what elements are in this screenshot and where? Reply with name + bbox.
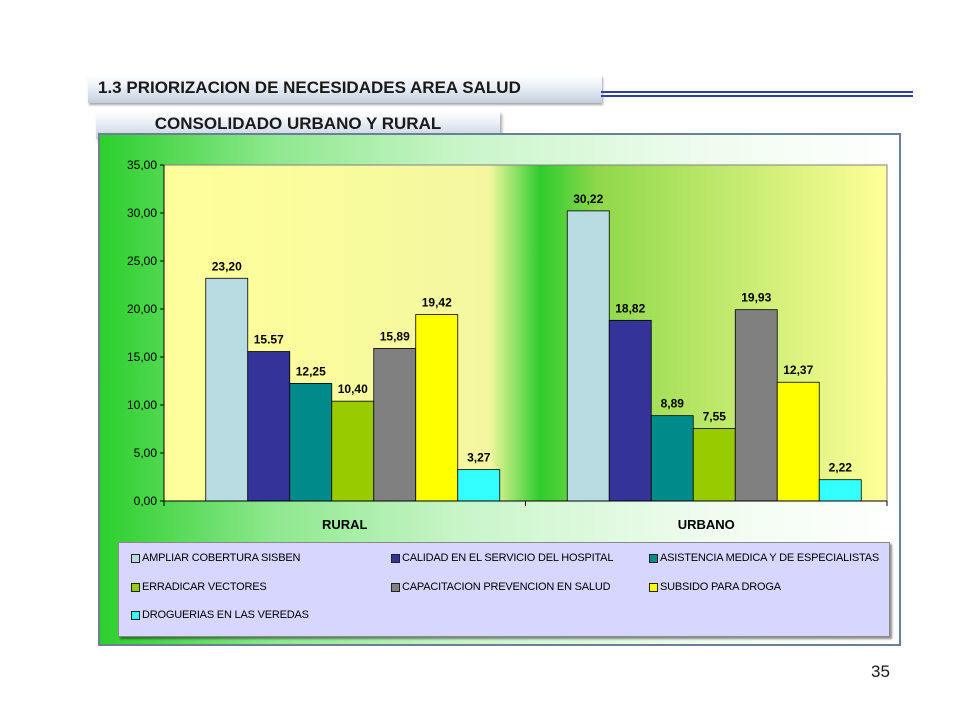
data-label: 15,89 xyxy=(380,329,410,343)
category-label: URBANO xyxy=(678,517,735,532)
bar xyxy=(818,479,862,502)
legend-swatch xyxy=(131,553,140,563)
legend-swatch xyxy=(131,610,140,620)
data-label: 12,25 xyxy=(296,364,326,378)
legend-swatch xyxy=(131,582,140,592)
legend-swatch xyxy=(649,553,658,563)
legend-item: ASISTENCIA MEDICA Y DE ESPECIALISTAS xyxy=(649,552,879,564)
bar xyxy=(331,400,375,502)
bar xyxy=(289,382,333,502)
chart-legend: AMPLIAR COBERTURA SISBEN CALIDAD EN EL SE… xyxy=(118,542,890,637)
data-label: 3,27 xyxy=(467,451,491,465)
legend-item: CAPACITACION PREVENCION EN SALUD xyxy=(391,581,611,593)
bar xyxy=(734,309,778,502)
legend-swatch xyxy=(391,553,400,563)
y-tick-label: 30,00 xyxy=(127,206,157,220)
bar xyxy=(373,348,417,502)
y-tick-label: 35,00 xyxy=(127,158,157,172)
bar xyxy=(692,428,736,502)
legend-item: CALIDAD EN EL SERVICIO DEL HOSPITAL xyxy=(391,552,613,564)
legend-label: ERRADICAR VECTORES xyxy=(142,581,267,593)
title-rule xyxy=(601,91,913,99)
data-label: 18,82 xyxy=(615,301,645,315)
data-label: 15.57 xyxy=(254,333,284,347)
legend-item: SUBSIDO PARA DROGA xyxy=(649,581,781,593)
y-tick-label: 5,00 xyxy=(134,446,158,460)
y-tick-label: 0,00 xyxy=(134,494,158,508)
legend-item: ERRADICAR VECTORES xyxy=(131,581,267,593)
category-label: RURAL xyxy=(322,517,368,532)
data-label: 10,40 xyxy=(338,382,368,396)
legend-label: CAPACITACION PREVENCION EN SALUD xyxy=(402,581,611,593)
bar xyxy=(415,314,459,502)
legend-label: DROGUERIAS EN LAS VEREDAS xyxy=(142,609,309,621)
data-label: 19,42 xyxy=(422,296,452,310)
bar xyxy=(205,277,249,502)
data-label: 30,22 xyxy=(573,192,603,206)
bar xyxy=(650,415,694,502)
data-label: 7,55 xyxy=(703,410,727,424)
bar xyxy=(608,319,652,502)
data-label: 23,20 xyxy=(212,259,242,273)
slide-subtitle: CONSOLIDADO URBANO Y RURAL xyxy=(154,114,442,133)
slide-title: 1.3 PRIORIZACION DE NECESIDADES AREA SAL… xyxy=(98,78,521,97)
bar xyxy=(457,469,501,502)
legend-label: AMPLIAR COBERTURA SISBEN xyxy=(142,552,301,564)
data-label: 19,93 xyxy=(741,291,771,305)
legend-swatch xyxy=(391,582,400,592)
bar xyxy=(566,210,610,502)
data-label: 8,89 xyxy=(661,397,685,411)
bar xyxy=(247,351,291,502)
y-tick-label: 10,00 xyxy=(127,398,157,412)
page-number: 35 xyxy=(871,662,890,681)
legend-swatch xyxy=(649,582,658,592)
title-banner xyxy=(88,75,602,103)
legend-item: AMPLIAR COBERTURA SISBEN xyxy=(131,552,300,564)
data-label: 12,37 xyxy=(783,363,813,377)
legend-label: ASISTENCIA MEDICA Y DE ESPECIALISTAS xyxy=(660,552,879,564)
y-axis: 0,00 5,00 10,00 15,00 20,00 25,00 30,00 35,00 xyxy=(127,158,165,508)
y-tick-label: 25,00 xyxy=(127,254,157,268)
y-tick-label: 15,00 xyxy=(127,350,157,364)
y-tick-label: 20,00 xyxy=(127,302,157,316)
bar-series: 23,20 15.57 12,25 10,40 15,89 19,42 3,27 30,22 1… xyxy=(205,192,862,502)
legend-label: SUBSIDO PARA DROGA xyxy=(660,581,781,593)
legend-label: CALIDAD EN EL SERVICIO DEL HOSPITAL xyxy=(402,552,614,564)
legend-item: DROGUERIAS EN LAS VEREDAS xyxy=(131,609,309,621)
data-label: 2,22 xyxy=(829,461,853,475)
bar xyxy=(776,381,820,502)
x-axis: RURAL URBANO xyxy=(163,500,888,532)
